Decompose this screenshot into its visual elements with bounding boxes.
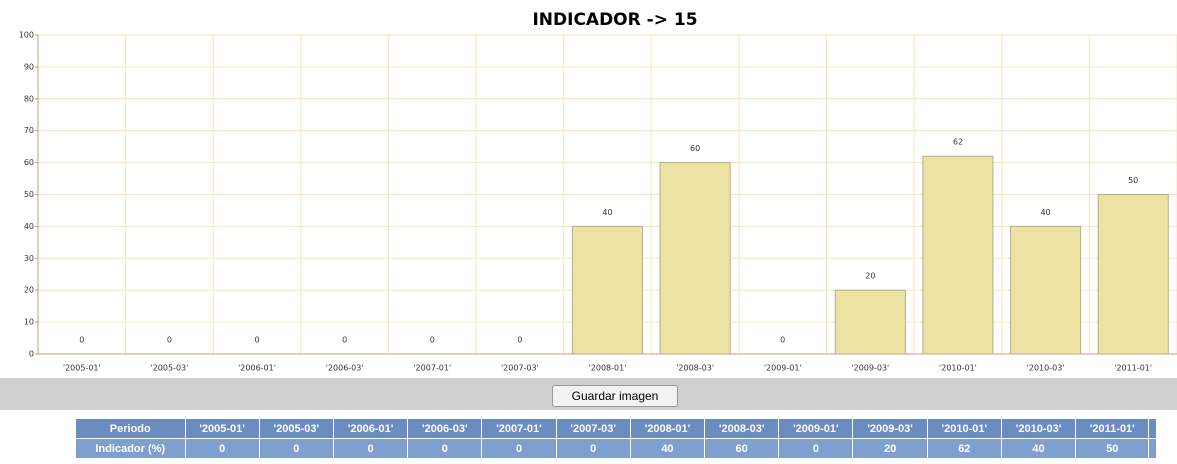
- data-table: Periodo '2005-01' '2005-03' '2006-01' '2006-…: [75, 418, 1157, 459]
- table-cell: '2008-03': [704, 418, 780, 439]
- data-label: 0: [780, 336, 785, 345]
- bar: [659, 162, 731, 355]
- data-label: 0: [79, 336, 84, 345]
- table-cell: 0: [555, 438, 631, 459]
- data-label: 40: [1040, 208, 1050, 217]
- table-cell: '2007-01': [481, 418, 557, 439]
- bar: [571, 225, 644, 355]
- table-cell: '2005-03': [258, 418, 334, 439]
- x-tick-label: '2009-01': [764, 364, 802, 373]
- x-tick-label: '2010-01': [939, 364, 977, 373]
- table-cell: 60: [704, 438, 780, 459]
- x-tick-label: '2008-01': [589, 364, 627, 373]
- table-cell: 0: [407, 438, 483, 459]
- table-cell: '2006-03': [407, 418, 483, 439]
- x-tick-label: '2006-03': [326, 364, 364, 373]
- table-cell: '2011-01': [1075, 418, 1150, 439]
- y-tick-label: 90: [24, 62, 34, 71]
- data-label: 0: [254, 336, 259, 345]
- data-label: 0: [430, 336, 435, 345]
- data-label: 40: [602, 208, 612, 217]
- table-cell: 0: [481, 438, 557, 459]
- x-tick-label: '2007-03': [501, 364, 539, 373]
- bar: [834, 289, 906, 355]
- x-tick-label: '2011-01': [1114, 364, 1152, 373]
- table-cell: Indicador (%): [75, 438, 186, 459]
- data-label: 20: [865, 272, 875, 281]
- table-cell: 0: [778, 438, 854, 459]
- bar: [922, 155, 994, 355]
- data-label: 50: [1128, 176, 1138, 185]
- table-row: Periodo '2005-01' '2005-03' '2006-01' '2006-…: [75, 418, 1157, 439]
- chart: INDICADOR -> 15 0 10 20 30 40 50 60 70 80 90 100 '2…: [19, 10, 1177, 373]
- table-cell: 0: [332, 438, 409, 459]
- x-tick-label: '2010-03': [1027, 364, 1065, 373]
- table-cell: [1148, 438, 1157, 459]
- table-row: Indicador (%) 0 0 0 0 0 0 40 60 0 20 62 40 50: [75, 438, 1157, 459]
- table-cell: 0: [258, 438, 334, 459]
- table-cell: 40: [629, 438, 706, 459]
- table-cell: Periodo: [75, 418, 186, 439]
- y-tick-label: 40: [24, 222, 34, 231]
- table-body: Periodo '2005-01' '2005-03' '2006-01' '2006-…: [75, 418, 1157, 459]
- y-tick-label: 0: [29, 350, 34, 359]
- x-tick-label: '2005-03': [151, 364, 189, 373]
- y-tick-label: 50: [24, 190, 34, 199]
- table-cell: '2010-01': [926, 418, 1002, 439]
- y-tick-label: 80: [24, 94, 34, 103]
- chart-title: INDICADOR -> 15: [532, 10, 697, 30]
- table-cell: '2007-03': [555, 418, 631, 439]
- table-cell: 0: [184, 438, 260, 459]
- y-tick-label: 30: [24, 254, 34, 263]
- x-tick-label: '2008-03': [676, 364, 714, 373]
- y-tick-label: 70: [24, 126, 34, 135]
- data-label: 0: [342, 336, 347, 345]
- x-tick-label: '2007-01': [413, 364, 451, 373]
- data-label: 0: [517, 336, 522, 345]
- table-cell: 50: [1075, 438, 1150, 459]
- y-tick-label: 10: [24, 318, 34, 327]
- data-label: 62: [953, 138, 963, 147]
- table-cell: [1148, 418, 1157, 439]
- x-tick-label: '2009-03': [851, 364, 889, 373]
- data-label: 0: [167, 336, 172, 345]
- bar: [1097, 194, 1169, 355]
- x-tick-label: '2005-01': [63, 364, 101, 373]
- table-cell: '2006-01': [332, 418, 409, 439]
- x-tick-label: '2006-01': [238, 364, 276, 373]
- y-tick-label: 60: [24, 158, 34, 167]
- table-cell: 20: [852, 438, 928, 459]
- table-cell: '2009-03': [852, 418, 928, 439]
- y-tick-label: 100: [19, 31, 34, 40]
- save-button[interactable]: Guardar imagen: [552, 385, 678, 407]
- bar: [1010, 225, 1082, 355]
- y-tick-label: 20: [24, 286, 34, 295]
- table-cell: 40: [1000, 438, 1077, 459]
- table-cell: '2010-03': [1000, 418, 1077, 439]
- table-cell: 62: [926, 438, 1002, 459]
- data-label: 60: [690, 144, 700, 153]
- table-cell: '2008-01': [629, 418, 706, 439]
- table-cell: '2005-01': [184, 418, 260, 439]
- table-cell: '2009-01': [778, 418, 854, 439]
